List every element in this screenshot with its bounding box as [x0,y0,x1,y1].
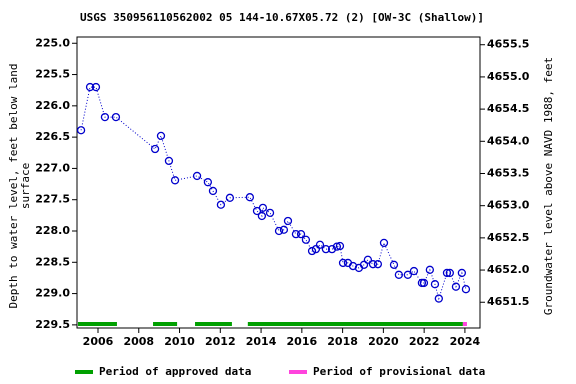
data-point [332,242,342,251]
legend-label: Period of provisional data [313,365,485,378]
data-point [368,260,378,269]
data-point [274,226,284,236]
data-point [373,260,383,269]
y-axis-label: surface [19,163,32,209]
data-point [442,268,452,278]
y2-tick-label: 4652.5 [487,231,529,244]
data-point [409,266,419,276]
y-tick-label: 225.0 [35,36,70,49]
y-tick-label: 227.0 [35,161,70,174]
data-point [338,258,348,268]
period-bar [78,322,117,326]
y2-tick-label: 4653.5 [487,166,529,179]
y-tick-label: 226.0 [35,99,70,112]
data-point [296,229,306,239]
data-point [170,176,180,185]
y2-tick-label: 4655.0 [487,70,530,83]
data-point [76,126,86,135]
y2-tick-label: 4654.5 [487,102,529,115]
data-point [225,193,235,202]
data-point [279,225,289,234]
data-point [321,244,331,254]
data-point [203,178,213,187]
x-tick-label: 2020 [368,335,399,348]
data-point [85,82,95,92]
data-point [335,241,345,251]
data-point [150,144,160,154]
x-tick-label: 2024 [450,335,481,348]
y-tick-label: 226.5 [35,130,70,143]
x-tick-label: 2022 [409,335,440,348]
period-bar [462,322,467,326]
data-point [403,270,412,279]
data-point [461,285,471,294]
data-point [192,171,202,181]
period-bar [153,322,178,326]
data-point [434,294,443,303]
data-point [389,260,399,269]
data-point [245,193,255,202]
y2-tick-label: 4654.0 [487,134,530,147]
plot-frame [76,36,481,329]
y2-tick-label: 4652.0 [487,263,530,276]
data-point [307,246,317,256]
x-tick-label: 2018 [327,335,358,348]
data-point [156,131,166,141]
x-tick-label: 2010 [164,335,195,348]
data-point [111,112,121,122]
data-point [445,268,454,278]
data-point [258,203,268,212]
y-tick-label: 228.0 [35,224,70,237]
y2-tick-label: 4651.5 [487,295,529,308]
legend-label: Period of approved data [99,365,251,378]
data-point [425,265,435,274]
data-point [100,112,110,122]
data-point [283,216,293,226]
y-tick-label: 228.5 [35,255,70,268]
x-tick-label: 2008 [123,335,154,348]
period-bar [247,322,463,326]
data-point [451,282,461,291]
data-point [430,280,440,289]
y2-tick-label: 4655.5 [487,38,529,51]
data-point [301,235,311,244]
data-point [216,200,226,209]
period-bar [195,322,232,326]
chart-title: USGS 350956110562002 05 144-10.67X05.72 … [80,11,484,24]
connector-line [80,86,467,301]
y2-axis-label: Groundwater level above NAVD 1988, feet [542,57,555,315]
data-point [164,156,174,166]
x-tick-label: 2014 [246,335,277,348]
data-point [359,260,369,269]
data-point [265,208,275,218]
data-point [208,186,218,196]
data-point [394,270,404,279]
data-point [291,229,301,239]
x-tick-label: 2006 [83,335,114,348]
y-tick-label: 225.5 [35,68,70,81]
data-point [379,238,389,248]
data-point [311,244,321,254]
data-point [363,255,373,264]
x-tick-label: 2012 [205,335,236,348]
y-tick-label: 229.5 [35,318,70,331]
data-point [419,278,429,288]
data-point [257,211,267,221]
x-tick-label: 2016 [287,335,318,348]
y2-tick-label: 4653.0 [487,199,530,212]
data-point [457,268,467,278]
y-tick-label: 227.5 [35,193,70,206]
y-axis-label: Depth to water level, feet below land [7,63,20,308]
y-tick-label: 229.0 [35,287,70,300]
data-point [315,240,325,249]
data-point [327,244,337,254]
data-point [91,82,101,92]
